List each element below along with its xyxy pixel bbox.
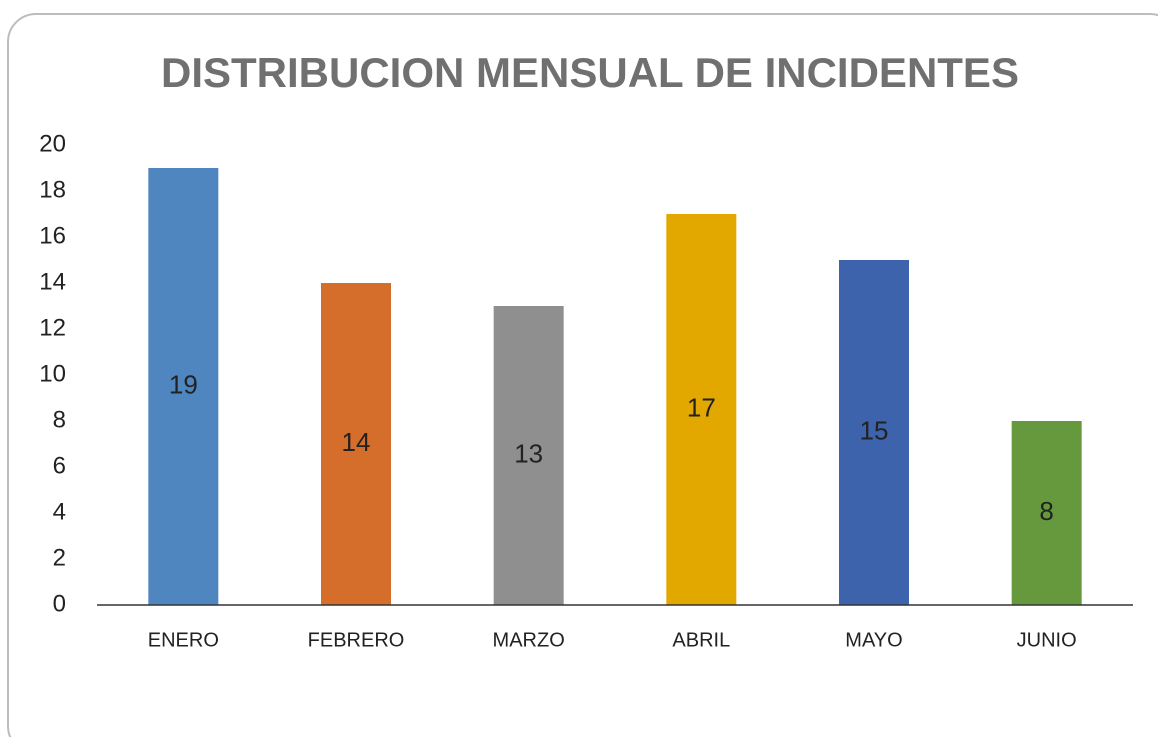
chart-title: DISTRIBUCION MENSUAL DE INCIDENTES bbox=[161, 49, 1019, 96]
data-label: 19 bbox=[169, 369, 198, 399]
x-tick-label: FEBRERO bbox=[308, 629, 405, 651]
x-tick-label: JUNIO bbox=[1017, 629, 1077, 651]
y-tick-label: 16 bbox=[39, 222, 66, 249]
y-tick-label: 20 bbox=[39, 130, 66, 157]
data-label: 15 bbox=[860, 415, 889, 445]
bar bbox=[148, 168, 219, 605]
y-tick-label: 6 bbox=[53, 452, 66, 479]
y-tick-label: 4 bbox=[53, 498, 66, 525]
y-tick-label: 0 bbox=[53, 590, 66, 617]
data-label: 14 bbox=[342, 427, 371, 457]
data-label: 8 bbox=[1039, 496, 1053, 526]
bar bbox=[321, 283, 391, 605]
x-tick-label: ENERO bbox=[148, 629, 219, 651]
bar bbox=[839, 260, 909, 605]
data-label: 17 bbox=[687, 392, 716, 422]
data-label: 13 bbox=[514, 438, 543, 468]
y-tick-label: 14 bbox=[39, 268, 66, 295]
x-tick-label: MARZO bbox=[493, 629, 565, 651]
y-tick-label: 2 bbox=[53, 544, 66, 571]
y-tick-label: 12 bbox=[39, 314, 66, 341]
x-tick-label: MAYO bbox=[845, 629, 902, 651]
y-tick-label: 8 bbox=[53, 406, 66, 433]
bar bbox=[666, 214, 737, 605]
y-tick-label: 10 bbox=[39, 360, 66, 387]
x-tick-label: ABRIL bbox=[672, 629, 730, 651]
y-tick-label: 18 bbox=[39, 176, 66, 203]
bar bbox=[1011, 421, 1082, 605]
bar bbox=[493, 306, 564, 605]
